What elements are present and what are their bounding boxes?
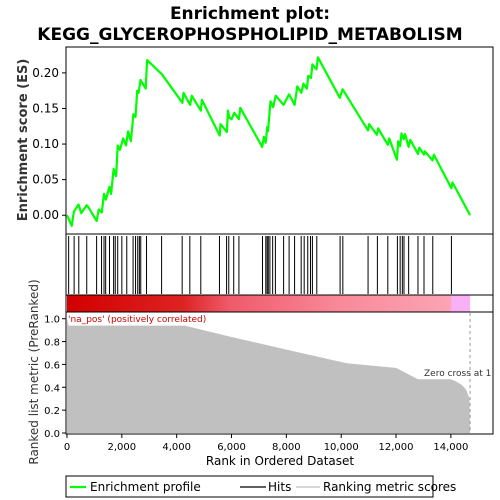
metric-y-tick-label: 0.0 (44, 429, 60, 440)
hits-panel-frame (65, 233, 494, 296)
metric-y-tick-label: 0.4 (44, 383, 60, 394)
x-tick-label: 0 (64, 442, 70, 453)
es-panel: 0.00 0.05 0.10 0.15 0.20 (32, 46, 494, 235)
chart-title-line1: Enrichment plot: (170, 4, 330, 24)
metric-y-axis-label: Ranked list metric (PreRanked) (27, 279, 41, 464)
es-y-axis-label: Enrichment score (ES) (16, 59, 31, 222)
x-tick-label: 8,000 (272, 442, 301, 453)
legend-ranking-metric-label: Ranking metric scores (323, 480, 456, 494)
x-axis-label: Rank in Ordered Dataset (206, 454, 354, 468)
x-tick-label: 6,000 (217, 442, 246, 453)
es-y-tick-label: 0.10 (32, 137, 59, 151)
hits-panel (65, 233, 494, 296)
x-tick-label: 14,000 (433, 442, 468, 453)
es-y-ticks: 0.00 0.05 0.10 0.15 0.20 (32, 66, 66, 222)
es-y-tick-label: 0.05 (32, 173, 59, 187)
metric-y-ticks: 0.0 0.2 0.4 0.6 0.8 1.0 (44, 315, 66, 440)
rank-color-bar (65, 294, 494, 313)
es-panel-frame (65, 46, 494, 235)
x-tick-label: 4,000 (162, 442, 191, 453)
x-tick-label: 12,000 (379, 442, 414, 453)
legend: Enrichment profile Hits Ranking metric s… (65, 475, 456, 498)
legend-hits-label: Hits (268, 480, 291, 494)
x-tick-label: 2,000 (108, 442, 137, 453)
metric-y-tick-label: 0.6 (44, 360, 60, 371)
es-y-tick-label: 0.15 (32, 101, 59, 115)
zero-cross-label: Zero cross at 1 (424, 369, 491, 379)
es-y-tick-label: 0.20 (32, 66, 59, 80)
x-tick-label: 10,000 (324, 442, 359, 453)
x-axis-ticks: 0 2,000 4,000 6,000 8,000 10,000 12,000 14,000 (64, 434, 468, 453)
es-y-tick-label: 0.00 (32, 208, 59, 222)
metric-y-tick-label: 0.2 (44, 406, 60, 417)
hits-marks (68, 236, 452, 294)
metric-panel: 0.0 0.2 0.4 0.6 0.8 1.0 'na_pos' (positively … (44, 311, 494, 440)
positive-correlation-label: 'na_pos' (positively correlated) (68, 315, 206, 325)
metric-y-tick-label: 1.0 (44, 315, 60, 326)
legend-enrichment-profile-label: Enrichment profile (90, 480, 201, 494)
color-bar-fill (67, 295, 471, 312)
ranking-metric-area (67, 318, 471, 433)
metric-y-tick-label: 0.8 (44, 338, 60, 349)
chart-title-line2: KEGG_GLYCEROPHOSPHOLIPID_METABOLISM (37, 25, 462, 45)
enrichment-profile-line (65, 56, 472, 227)
